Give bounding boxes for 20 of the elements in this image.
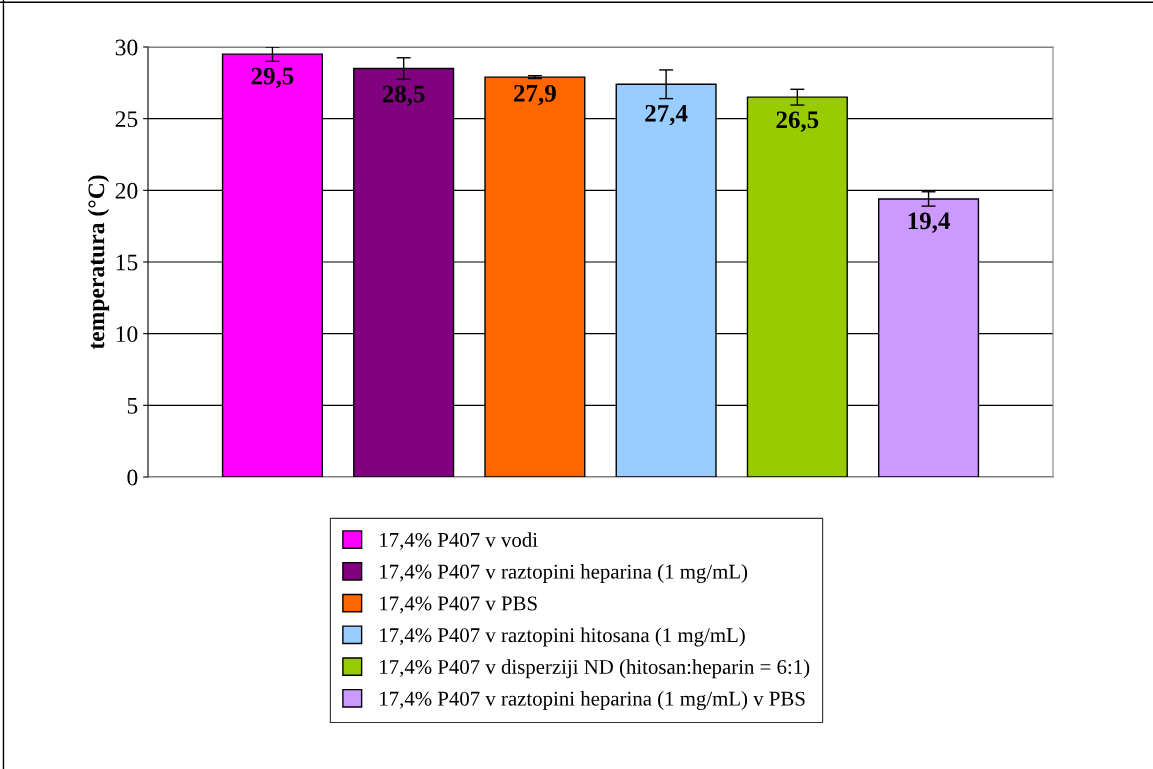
data-label: 27,9	[514, 84, 556, 106]
legend-label: 17,4% P407 v vodi	[380, 532, 538, 550]
y-tick-label: 5	[127, 398, 138, 414]
data-label: 28,5	[382, 85, 425, 107]
legend-label: 17,4% P407 v raztopini heparina (1 mg/mL) v PBS	[380, 691, 805, 711]
data-label: 29,5	[251, 67, 294, 89]
y-tick-label: 0	[127, 469, 138, 486]
y-tick-label: 20	[115, 182, 138, 199]
data-label: 26,5	[776, 111, 819, 132]
y-tick-label: 25	[115, 111, 138, 128]
legend-label: 17,4% P407 v PBS	[380, 596, 537, 614]
y-tick-label: 30	[115, 39, 138, 56]
y-axis-title: temperatura (°C)	[87, 175, 110, 350]
data-label: 27,4	[645, 104, 688, 126]
y-tick-label: 10	[116, 326, 138, 343]
legend-label: 17,4% P407 v disperziji ND (hitosan:heparin = 6:1)	[380, 659, 810, 679]
legend-label: 17,4% P407 v raztopini heparina (1 mg/mL)	[380, 564, 748, 583]
legend-label: 17,4% P407 v raztopini hitosana (1 mg/mL)	[380, 627, 745, 647]
y-tick-label: 15	[116, 254, 138, 271]
data-label: 19,4	[908, 212, 950, 233]
